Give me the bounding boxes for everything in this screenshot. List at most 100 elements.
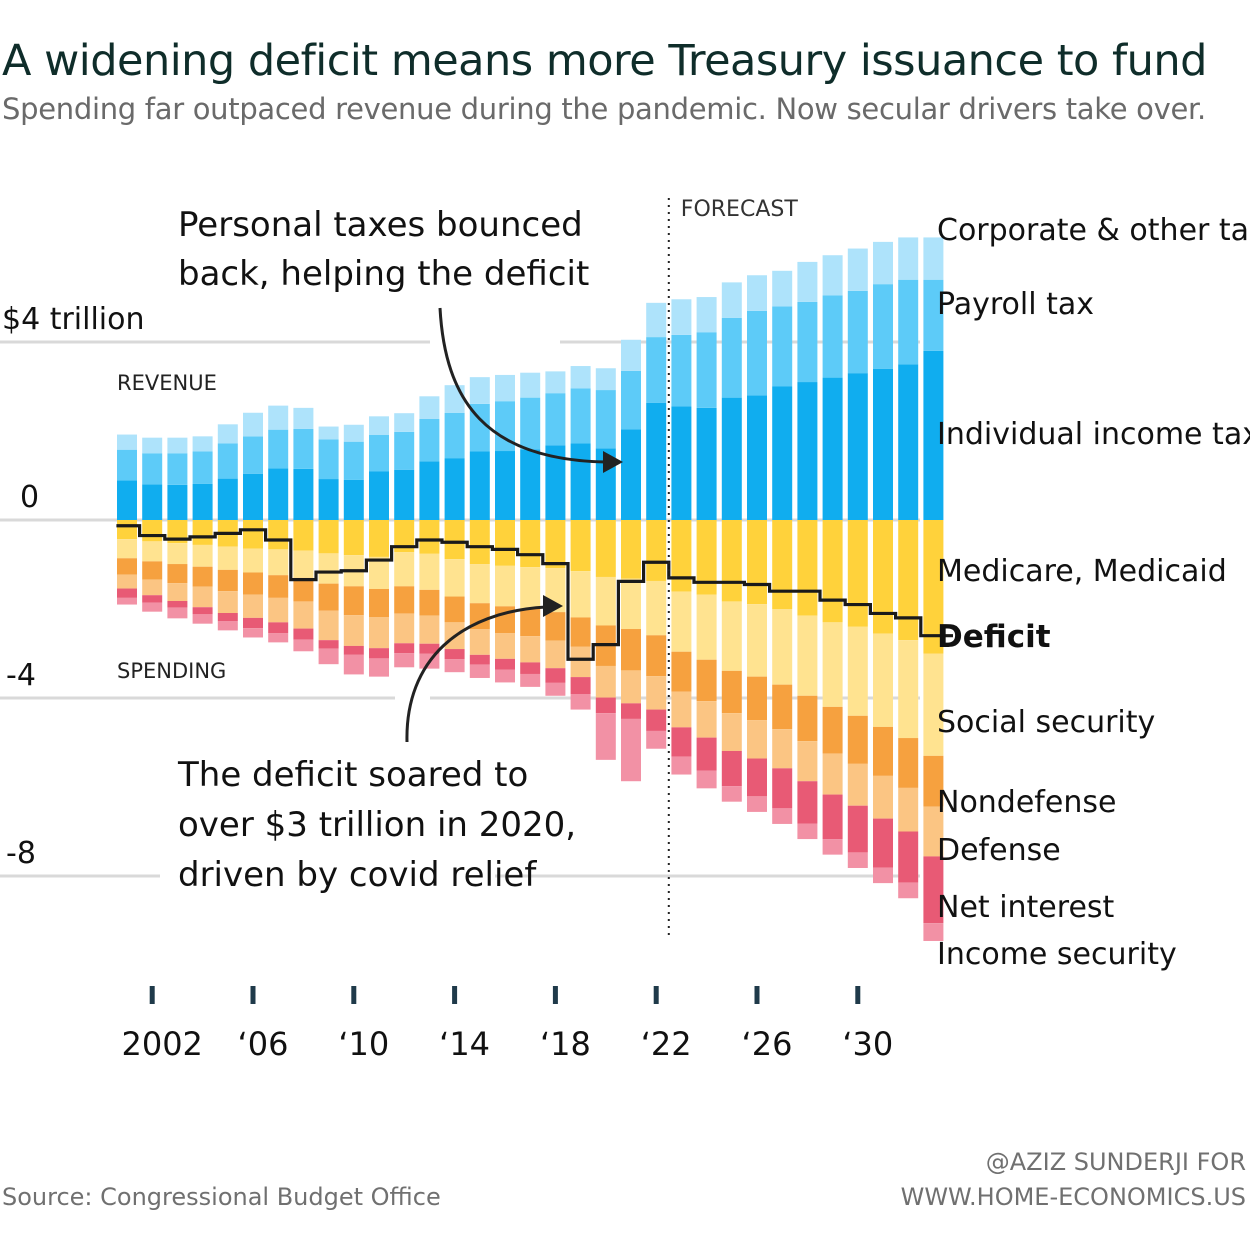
bar-payroll_tax: [797, 301, 818, 383]
bar-defense: [520, 636, 541, 663]
bar-medicare_medicaid: [117, 520, 137, 540]
bar-corporate_other_tax: [595, 368, 616, 391]
bar-social_security: [192, 544, 213, 567]
series-label: Payroll tax: [937, 287, 1094, 322]
bar-defense: [192, 586, 213, 608]
bar-individual_income_tax: [545, 445, 566, 520]
bar-net_interest: [117, 588, 137, 598]
bar-income_security: [520, 673, 541, 687]
bar-payroll_tax: [243, 436, 263, 474]
y-axis-label: $4 trillion: [2, 302, 145, 337]
bar-medicare_medicaid: [444, 520, 465, 560]
bar-defense: [117, 574, 137, 589]
bar-net_interest: [671, 727, 692, 757]
bar-medicare_medicaid: [469, 520, 490, 565]
bar-corporate_other_tax: [696, 297, 717, 333]
series-label: Social security: [937, 705, 1155, 740]
arrow-deficit-soared: [405, 605, 547, 743]
personal-taxes-annotation: Personal taxes bounced: [178, 205, 583, 245]
x-axis-tick: [552, 986, 558, 1004]
annotations: REVENUE SPENDING Personal taxes bounced bac…: [117, 205, 623, 895]
bar-payroll_tax: [217, 443, 238, 479]
chart-subtitle: Spending far outpaced revenue during the…: [2, 92, 1206, 126]
bar-medicare_medicaid: [721, 520, 742, 602]
bar-net_interest: [721, 750, 742, 787]
bar-defense: [343, 615, 364, 646]
bar-defense: [545, 640, 566, 669]
bar-income_security: [192, 614, 213, 624]
bar-social_security: [293, 550, 314, 578]
bar-corporate_other_tax: [343, 424, 364, 442]
bar-individual_income_tax: [873, 368, 893, 520]
bar-corporate_other_tax: [621, 339, 641, 371]
bar-payroll_tax: [822, 295, 843, 378]
arrow-head: [603, 451, 623, 473]
bar-net_interest: [822, 794, 843, 840]
bar-medicare_medicaid: [545, 520, 566, 569]
bar-corporate_other_tax: [898, 237, 919, 280]
bar-individual_income_tax: [570, 443, 591, 520]
bar-individual_income_tax: [772, 386, 793, 520]
bar-income_security: [495, 669, 515, 683]
bar-nondefense: [318, 583, 339, 611]
bar-net_interest: [646, 709, 667, 731]
bar-income_security: [545, 682, 566, 696]
bar-corporate_other_tax: [873, 241, 893, 285]
bar-corporate_other_tax: [847, 248, 868, 291]
bar-medicare_medicaid: [419, 520, 440, 554]
bar-social_security: [167, 543, 188, 565]
bar-individual_income_tax: [646, 402, 667, 520]
bar-income_security: [394, 653, 415, 668]
bar-net_interest: [797, 781, 818, 824]
bar-payroll_tax: [873, 284, 893, 369]
bar-payroll_tax: [293, 428, 314, 469]
bar-social_security: [772, 609, 793, 685]
bar-individual_income_tax: [243, 473, 263, 520]
bar-social_security: [495, 565, 515, 607]
bar-social_security: [268, 549, 289, 576]
bar-payroll_tax: [495, 401, 515, 452]
bar-payroll_tax: [747, 310, 767, 396]
bar-medicare_medicaid: [318, 520, 339, 554]
bar-medicare_medicaid: [192, 520, 213, 545]
series-label: Net interest: [937, 890, 1115, 925]
bar-nondefense: [646, 635, 667, 677]
bar-individual_income_tax: [318, 479, 339, 520]
bar-income_security: [671, 756, 692, 775]
x-axis-tick-label: 2002: [121, 1025, 202, 1063]
bar-income_security: [898, 882, 919, 899]
bar-medicare_medicaid: [369, 520, 389, 557]
bar-income_security: [873, 867, 893, 884]
series-label-deficit: Deficit: [937, 619, 1051, 655]
deficit-line: [116, 524, 953, 661]
bar-individual_income_tax: [696, 407, 717, 520]
bar-medicare_medicaid: [797, 520, 818, 616]
bar-net_interest: [167, 600, 188, 608]
bar-nondefense: [570, 617, 591, 647]
bar-income_security: [343, 654, 364, 675]
bar-net_interest: [394, 643, 415, 654]
bar-net_interest: [419, 643, 440, 654]
bar-social_security: [671, 591, 692, 652]
bar-defense: [873, 775, 893, 819]
bar-net_interest: [343, 645, 364, 655]
bar-corporate_other_tax: [822, 255, 843, 296]
bar-net_interest: [520, 662, 541, 674]
bar-medicare_medicaid: [293, 520, 314, 551]
bar-income_security: [570, 693, 591, 710]
bar-corporate_other_tax: [646, 302, 667, 338]
series-label: Nondefense: [937, 785, 1116, 820]
bar-net_interest: [696, 737, 717, 771]
bar-payroll_tax: [444, 412, 465, 459]
series-label: Individual income tax: [937, 417, 1250, 452]
series-label: Income security: [937, 937, 1177, 972]
bar-net_interest: [243, 617, 263, 629]
bar-social_security: [898, 640, 919, 739]
bar-nondefense: [444, 596, 465, 623]
bar-defense: [570, 646, 591, 678]
bar-individual_income_tax: [822, 377, 843, 520]
bar-defense: [721, 713, 742, 751]
bar-net_interest: [217, 613, 238, 622]
bar-social_security: [217, 546, 238, 570]
bar-payroll_tax: [696, 332, 717, 408]
